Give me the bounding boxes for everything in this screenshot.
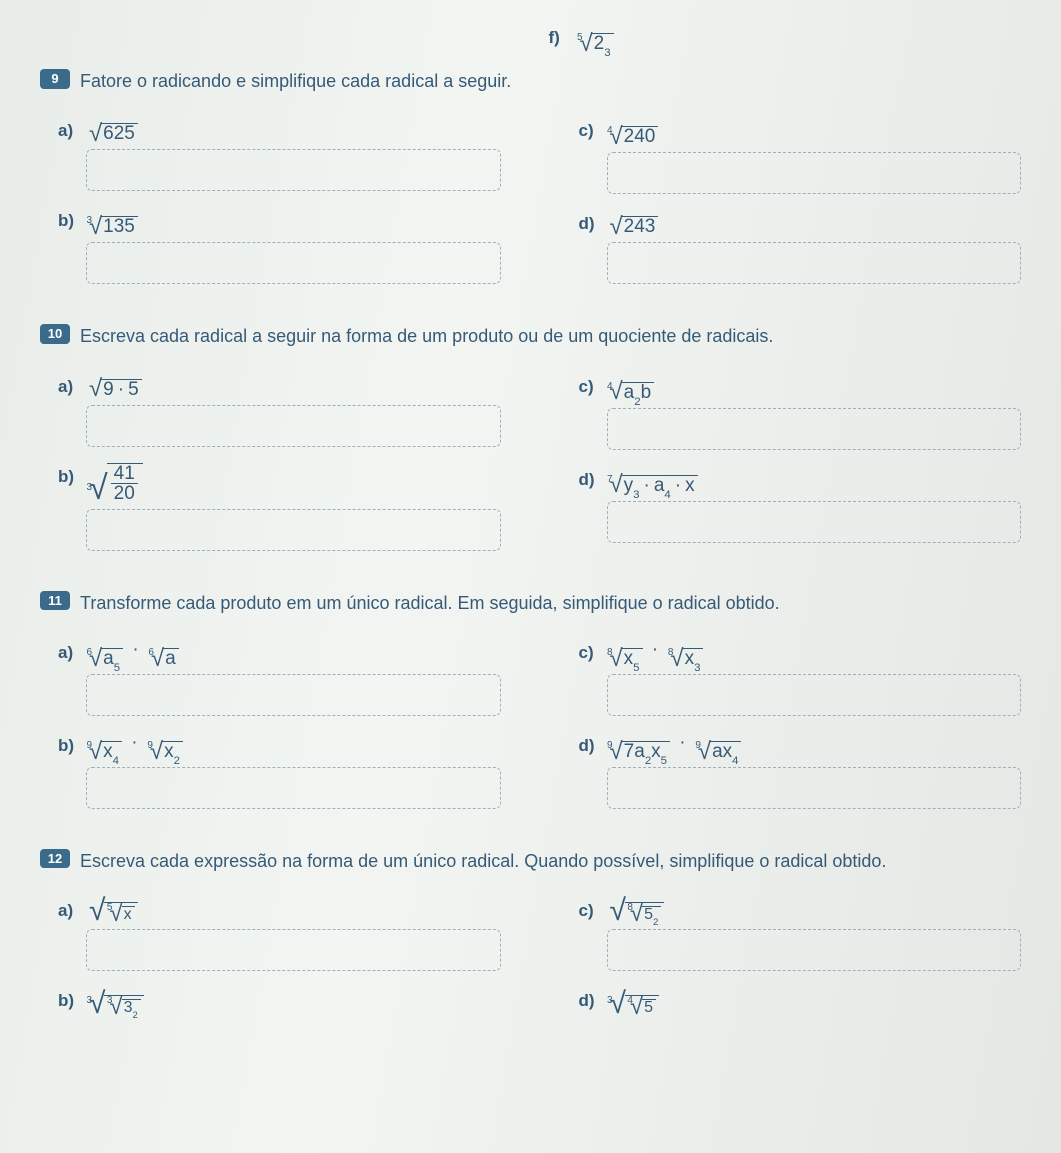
- answer-box[interactable]: [86, 674, 501, 716]
- q12-item-b: b) 3√ 3√32: [58, 983, 501, 1016]
- radical-icon: √: [610, 992, 626, 1016]
- item-expression: 4√240: [607, 113, 727, 146]
- item-expression: 3√ 4√5: [607, 983, 727, 1016]
- question-prompt: Escreva cada expressão na forma de um ún…: [80, 849, 886, 873]
- left-column: a) √625 b) 3√135: [40, 103, 501, 296]
- answer-box[interactable]: [607, 152, 1022, 194]
- q10-item-a: a) √ 9·5: [58, 369, 501, 399]
- answer-box[interactable]: [86, 767, 501, 809]
- right-column: c) 4√240 d) √243: [561, 103, 1022, 296]
- item-expression: √ 8√52: [607, 893, 727, 923]
- q9-item-d: d) √243: [579, 206, 1022, 236]
- item-expression: 7√ y3 · a4 · x: [607, 462, 727, 495]
- item-expression: √ 9·5: [86, 369, 206, 399]
- top-row: f) 5 √ 23: [40, 10, 1021, 59]
- q11-item-a: a) 6√a5 · 6√a: [58, 635, 501, 668]
- q9-item-a: a) √625: [58, 113, 501, 143]
- item-expression: 9√x4 · 9√x2: [86, 728, 206, 761]
- item-expression: 6√a5 · 6√a: [86, 635, 206, 668]
- question-10: 10 Escreva cada radical a seguir na form…: [40, 324, 1021, 562]
- question-prompt: Escreva cada radical a seguir na forma d…: [80, 324, 773, 348]
- answer-box[interactable]: [86, 509, 501, 551]
- fraction: 41 20: [111, 464, 138, 503]
- item-label: b): [58, 983, 86, 1011]
- question-number-badge: 10: [40, 324, 70, 344]
- exercise-page: f) 5 √ 23 9 Fatore o radicando e simplif…: [0, 0, 1061, 1153]
- item-label: b): [58, 459, 86, 487]
- question-9: 9 Fatore o radicando e simplifique cada …: [40, 69, 1021, 296]
- item-label: f): [549, 20, 577, 48]
- answer-box[interactable]: [86, 149, 501, 191]
- item-expression: 9√7a2x5 · 9√ax4: [607, 728, 742, 761]
- answer-box[interactable]: [607, 929, 1022, 971]
- question-12: 12 Escreva cada expressão na forma de um…: [40, 849, 1021, 1022]
- item-f: f) 5 √ 23: [549, 20, 1022, 53]
- radical-icon: √: [89, 475, 108, 502]
- item-label: a): [58, 893, 86, 921]
- q10-item-d: d) 7√ y3 · a4 · x: [579, 462, 1022, 495]
- item-label: b): [58, 203, 86, 231]
- radical-icon: √: [89, 899, 105, 923]
- radical-icon: √: [610, 899, 626, 923]
- answer-box[interactable]: [607, 408, 1022, 450]
- q9-item-b: b) 3√135: [58, 203, 501, 236]
- q11-item-b: b) 9√x4 · 9√x2: [58, 728, 501, 761]
- item-label: c): [579, 635, 607, 663]
- item-expression: 8√x5 · 8√x3: [607, 635, 727, 668]
- item-label: b): [58, 728, 86, 756]
- q9-item-c: c) 4√240: [579, 113, 1022, 146]
- item-expression: 3√135: [86, 203, 206, 236]
- item-expression: √243: [607, 206, 727, 236]
- q12-item-d: d) 3√ 4√5: [579, 983, 1022, 1016]
- item-label: a): [58, 113, 86, 141]
- radical-icon: √: [89, 992, 105, 1016]
- item-label: c): [579, 369, 607, 397]
- item-expression: 3√ 41 20: [86, 459, 206, 503]
- q10-item-c: c) 4√a2b: [579, 369, 1022, 402]
- answer-box[interactable]: [607, 242, 1022, 284]
- question-number-badge: 9: [40, 69, 70, 89]
- answer-box[interactable]: [607, 501, 1022, 543]
- question-prompt: Transforme cada produto em um único radi…: [80, 591, 780, 615]
- answer-box[interactable]: [607, 674, 1022, 716]
- answer-box[interactable]: [86, 929, 501, 971]
- q12-item-c: c) √ 8√52: [579, 893, 1022, 923]
- q12-item-a: a) √ 5√x: [58, 893, 501, 923]
- answer-box[interactable]: [86, 242, 501, 284]
- question-prompt: Fatore o radicando e simplifique cada ra…: [80, 69, 511, 93]
- item-label: d): [579, 462, 607, 490]
- item-expression: 3√ 3√32: [86, 983, 206, 1016]
- item-expression: 4√a2b: [607, 369, 727, 402]
- question-number-badge: 12: [40, 849, 70, 869]
- item-expression: √ 5√x: [86, 893, 206, 923]
- q11-item-c: c) 8√x5 · 8√x3: [579, 635, 1022, 668]
- answer-box[interactable]: [86, 405, 501, 447]
- item-label: a): [58, 369, 86, 397]
- item-label: c): [579, 113, 607, 141]
- q11-item-d: d) 9√7a2x5 · 9√ax4: [579, 728, 1022, 761]
- item-expression: 5 √ 23: [577, 20, 697, 53]
- item-label: c): [579, 893, 607, 921]
- item-label: d): [579, 983, 607, 1011]
- item-expression: √625: [86, 113, 206, 143]
- question-number-badge: 11: [40, 591, 70, 611]
- question-11: 11 Transforme cada produto em um único r…: [40, 591, 1021, 821]
- answer-box[interactable]: [607, 767, 1022, 809]
- item-label: d): [579, 206, 607, 234]
- q10-item-b: b) 3√ 41 20: [58, 459, 501, 503]
- item-label: a): [58, 635, 86, 663]
- item-label: d): [579, 728, 607, 756]
